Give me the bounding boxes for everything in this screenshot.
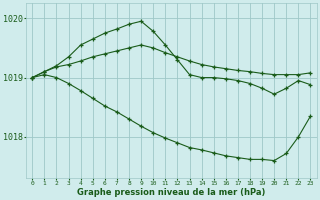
X-axis label: Graphe pression niveau de la mer (hPa): Graphe pression niveau de la mer (hPa) [77, 188, 266, 197]
